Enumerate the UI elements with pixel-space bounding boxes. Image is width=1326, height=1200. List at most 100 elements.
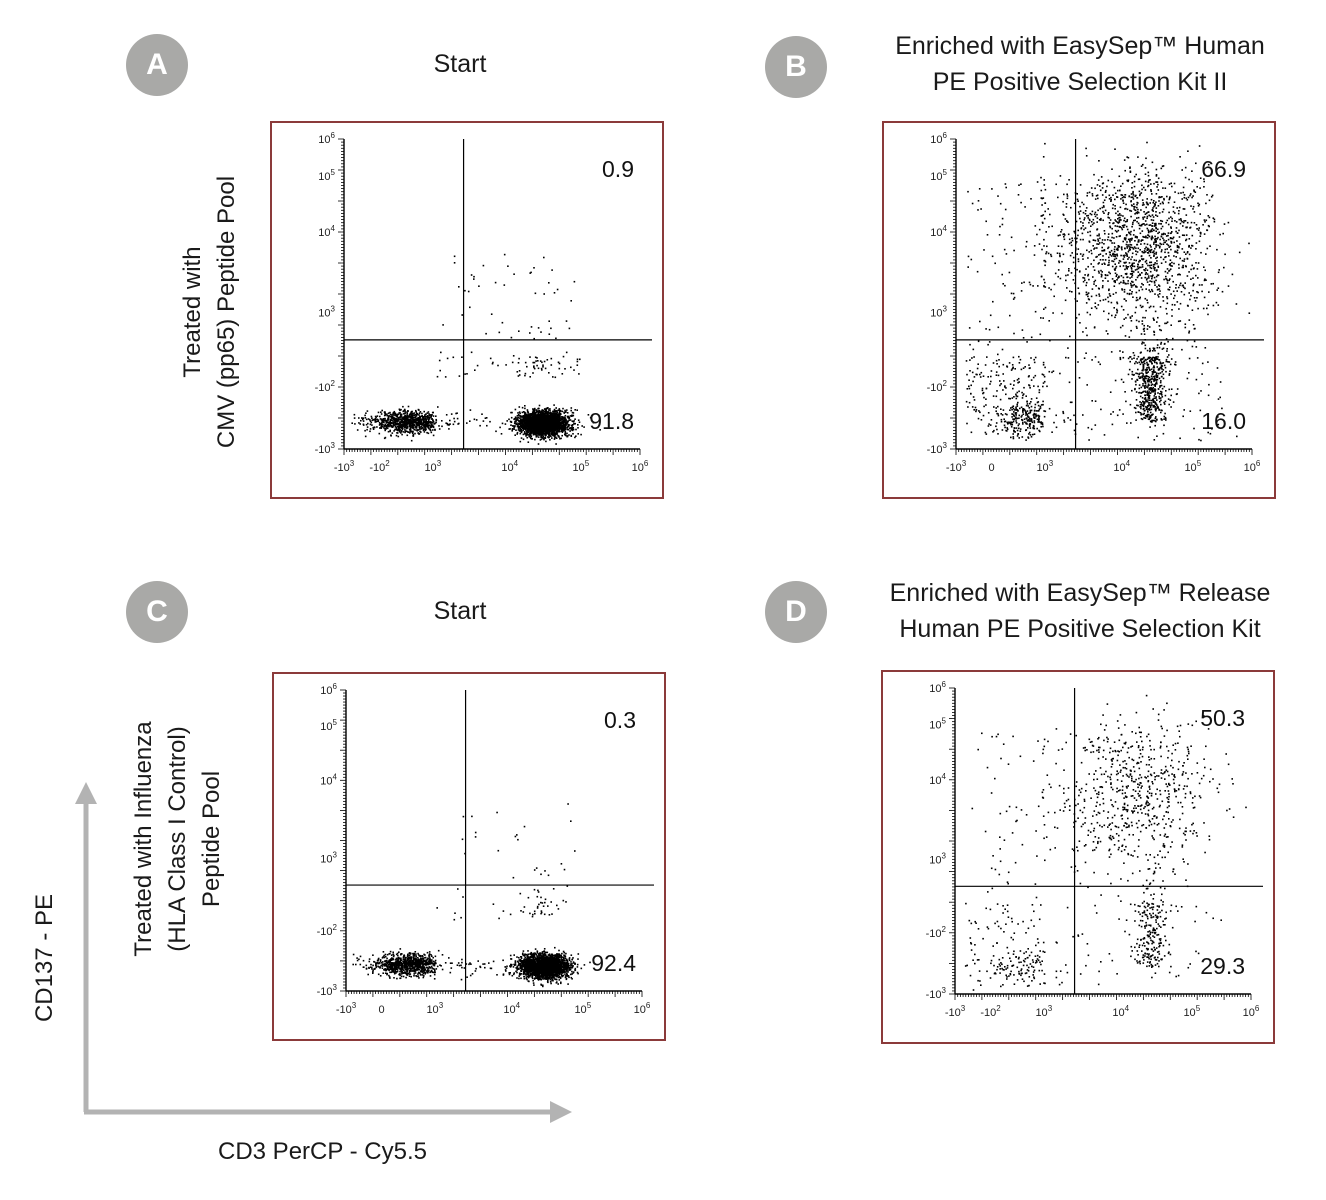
event-dot bbox=[535, 409, 538, 411]
event-dot bbox=[1111, 253, 1114, 256]
event-dot bbox=[1179, 320, 1182, 322]
event-dot bbox=[1116, 225, 1118, 228]
event-dot bbox=[521, 415, 523, 418]
event-dot bbox=[536, 364, 538, 367]
event-dot bbox=[398, 430, 401, 432]
event-dot bbox=[1066, 193, 1068, 196]
event-dot bbox=[399, 412, 401, 414]
event-dot bbox=[1146, 301, 1149, 304]
event-dot bbox=[545, 431, 548, 434]
event-dot bbox=[388, 415, 390, 418]
event-dot bbox=[1140, 240, 1142, 242]
event-dot bbox=[1119, 265, 1121, 268]
event-dot bbox=[553, 412, 555, 415]
event-dot bbox=[409, 419, 412, 421]
event-dot bbox=[534, 421, 537, 424]
event-dot bbox=[1150, 229, 1153, 231]
event-dot bbox=[1129, 166, 1131, 168]
event-dot bbox=[1090, 307, 1093, 309]
event-dot bbox=[530, 414, 532, 416]
event-dot bbox=[542, 425, 544, 428]
event-dot bbox=[442, 324, 444, 326]
event-dot bbox=[556, 415, 559, 418]
event-dot bbox=[537, 414, 539, 416]
event-dot bbox=[408, 425, 410, 427]
event-dot bbox=[559, 421, 561, 424]
event-dot bbox=[543, 420, 546, 423]
event-dot bbox=[381, 409, 383, 412]
event-dot bbox=[1096, 217, 1099, 219]
event-dot bbox=[1148, 289, 1150, 291]
event-dot bbox=[1132, 271, 1135, 273]
event-dot bbox=[1139, 232, 1142, 235]
event-dot bbox=[456, 417, 459, 420]
event-dot bbox=[510, 424, 512, 426]
event-dot bbox=[561, 420, 563, 422]
event-dot bbox=[549, 435, 551, 437]
event-dot bbox=[1191, 170, 1193, 172]
event-dot bbox=[1151, 288, 1153, 291]
event-dot bbox=[1182, 191, 1184, 194]
event-dot bbox=[430, 416, 432, 418]
event-dot bbox=[1160, 250, 1163, 253]
event-dot bbox=[1178, 246, 1180, 249]
event-dot bbox=[1126, 228, 1129, 231]
event-dot bbox=[1141, 184, 1143, 187]
event-dot bbox=[1173, 262, 1175, 265]
event-dot bbox=[412, 423, 414, 425]
event-dot bbox=[566, 428, 569, 431]
event-dot bbox=[1149, 270, 1152, 273]
event-dot bbox=[403, 421, 406, 423]
event-dot bbox=[1174, 212, 1176, 214]
event-dot bbox=[1060, 231, 1062, 233]
event-dot bbox=[534, 438, 536, 441]
event-dot bbox=[557, 417, 560, 419]
event-dot bbox=[448, 428, 450, 430]
event-dot bbox=[424, 428, 427, 430]
x-tick-label: 103 bbox=[1036, 459, 1053, 474]
event-dot bbox=[412, 426, 414, 428]
event-dot bbox=[1155, 244, 1157, 246]
event-dot bbox=[1144, 273, 1147, 276]
event-dot bbox=[1181, 220, 1183, 223]
event-dot bbox=[1186, 275, 1189, 277]
event-dot bbox=[1131, 187, 1133, 189]
event-dot bbox=[1174, 304, 1176, 306]
event-dot bbox=[1167, 234, 1169, 237]
event-dot bbox=[542, 424, 544, 426]
event-dot bbox=[1111, 207, 1114, 210]
event-dot bbox=[1075, 248, 1077, 251]
event-dot bbox=[409, 429, 412, 432]
event-dot bbox=[1198, 240, 1201, 243]
event-dot bbox=[1142, 305, 1144, 308]
event-dot bbox=[1142, 163, 1144, 166]
event-dot bbox=[1207, 304, 1210, 306]
event-dot bbox=[1050, 255, 1053, 258]
event-dot bbox=[1125, 203, 1127, 206]
event-dot bbox=[530, 413, 532, 415]
event-dot bbox=[1121, 225, 1124, 227]
event-dot bbox=[364, 414, 366, 417]
event-dot bbox=[1159, 202, 1162, 205]
event-dot bbox=[1130, 284, 1132, 286]
event-dot bbox=[1101, 263, 1103, 265]
event-dot bbox=[558, 423, 560, 425]
event-dot bbox=[517, 429, 520, 431]
event-dot bbox=[550, 357, 553, 360]
event-dot bbox=[549, 423, 551, 426]
event-dot bbox=[1109, 272, 1111, 275]
event-dot bbox=[540, 416, 543, 419]
event-dot bbox=[393, 412, 396, 414]
event-dot bbox=[1085, 268, 1087, 270]
event-dot bbox=[1084, 210, 1087, 212]
event-dot bbox=[546, 424, 549, 426]
event-dot bbox=[570, 429, 573, 431]
event-dot bbox=[422, 428, 425, 431]
event-dot bbox=[1124, 196, 1126, 199]
event-dot bbox=[555, 443, 557, 445]
event-dot bbox=[545, 410, 547, 412]
event-dot bbox=[411, 413, 413, 416]
event-dot bbox=[377, 411, 380, 414]
event-dot bbox=[411, 418, 413, 420]
event-dot bbox=[1118, 213, 1121, 215]
